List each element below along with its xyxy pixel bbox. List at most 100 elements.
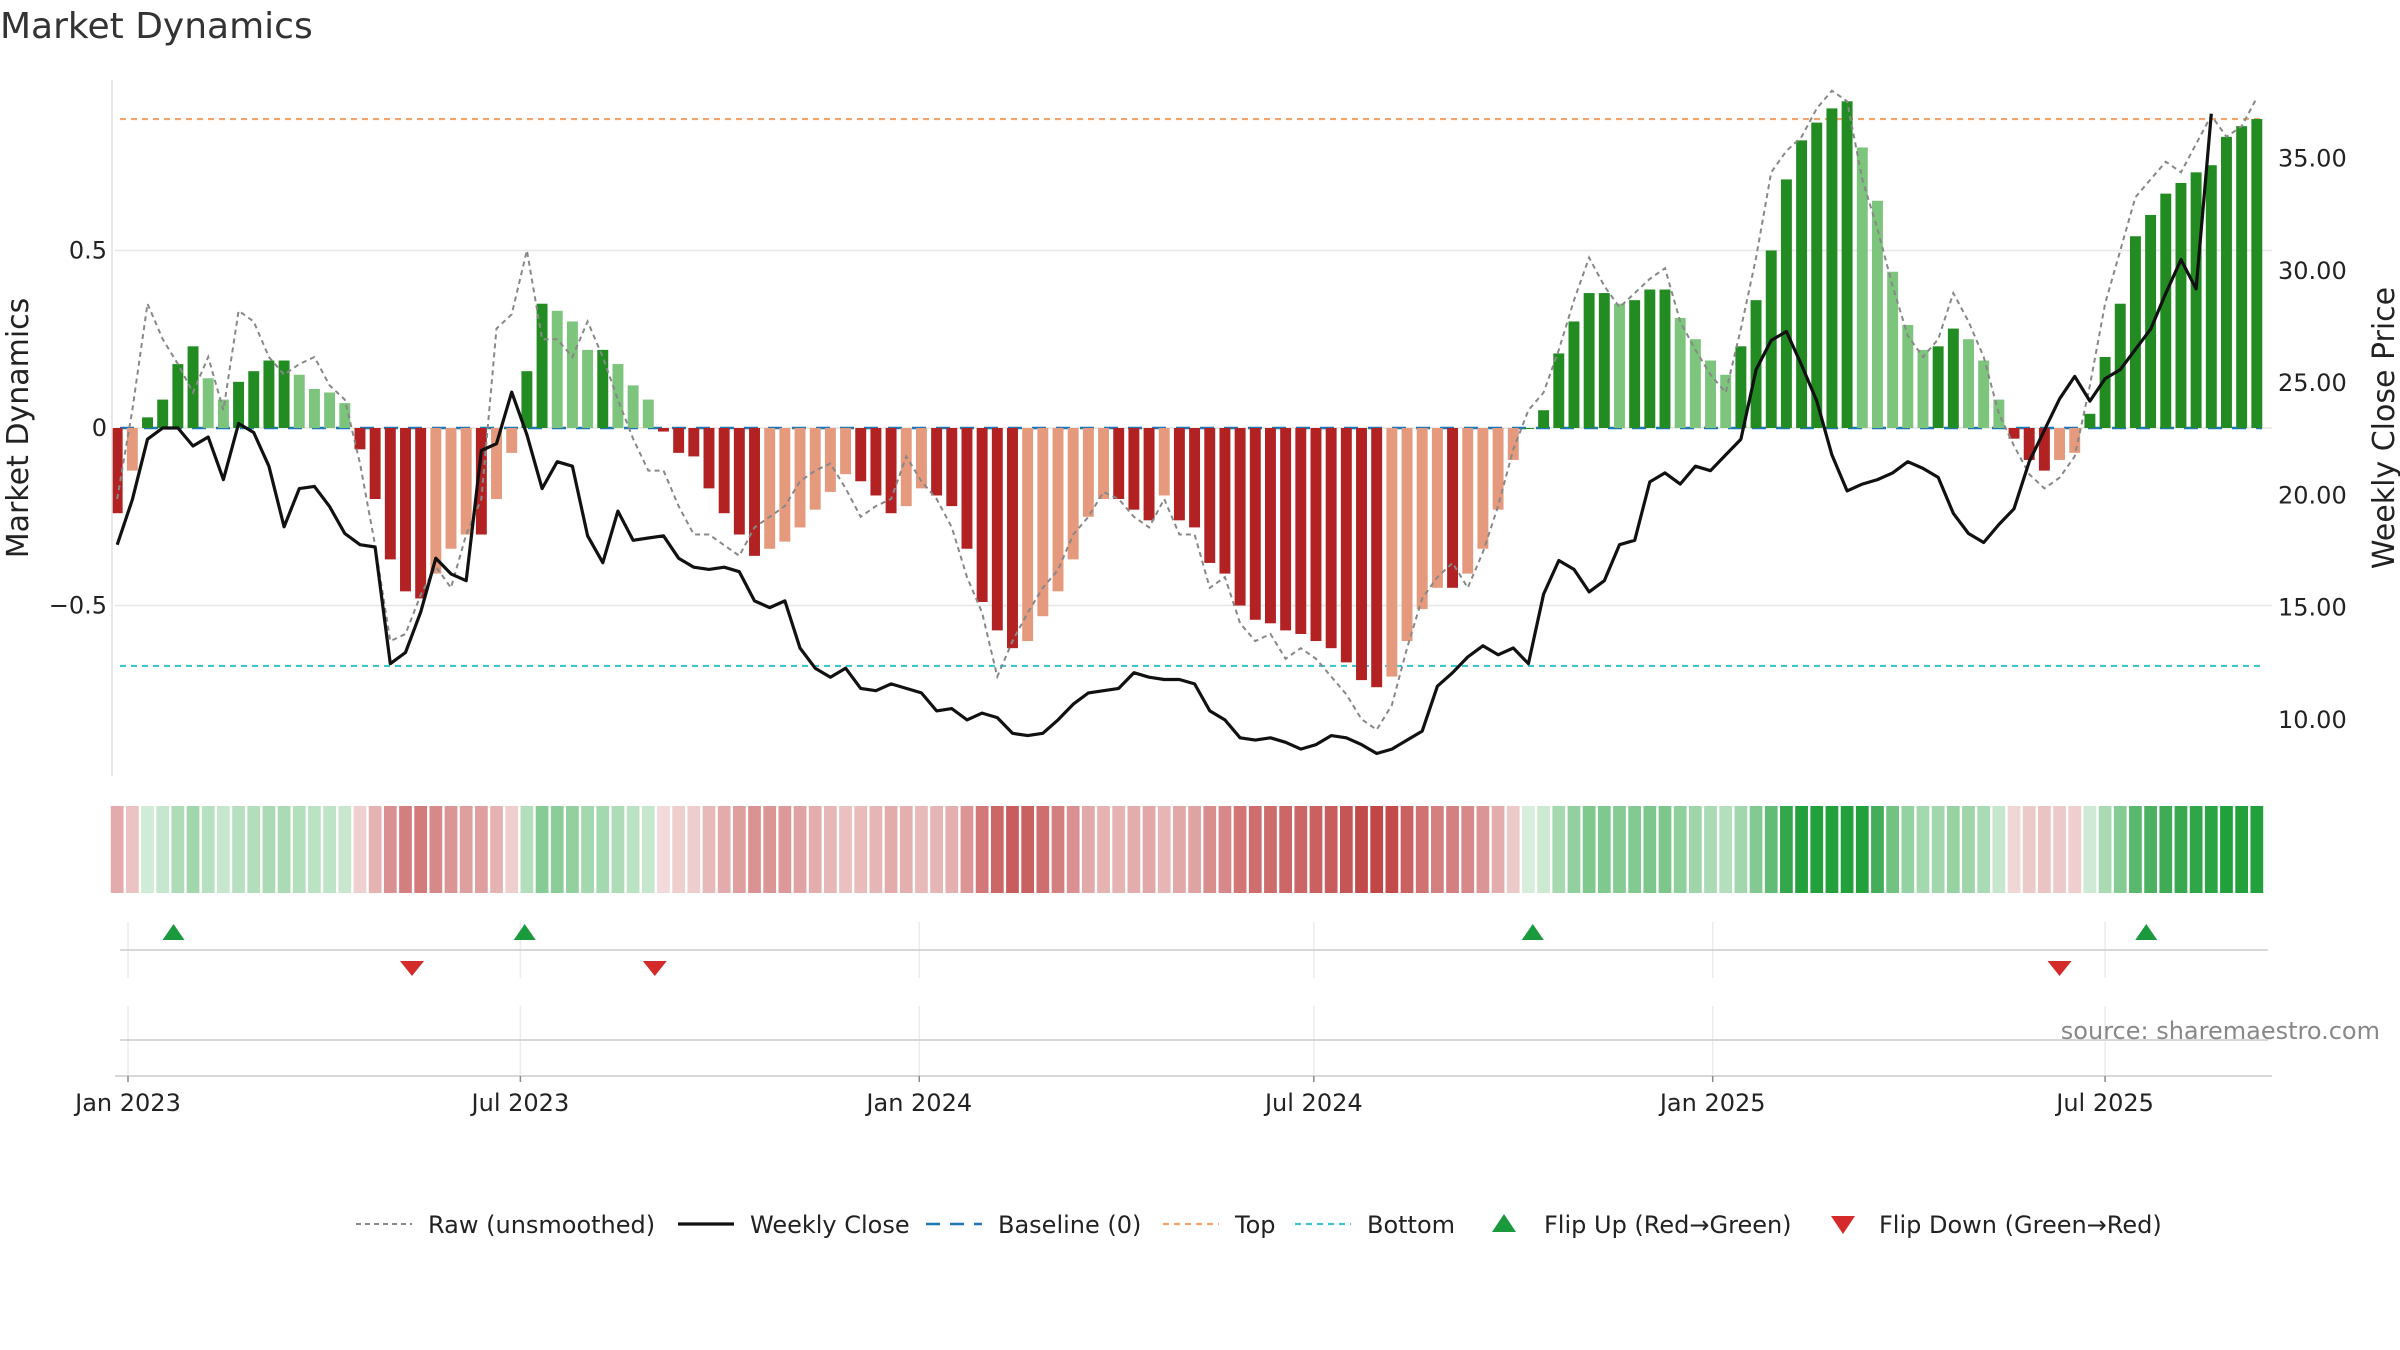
momentum-bar xyxy=(1280,428,1292,631)
momentum-bar xyxy=(885,428,897,514)
momentum-bar xyxy=(1037,428,1049,617)
momentum-bar xyxy=(961,428,973,549)
regime-cell xyxy=(171,806,185,893)
momentum-bar xyxy=(749,428,760,556)
regime-cell xyxy=(1294,806,1308,893)
regime-cell xyxy=(414,806,428,893)
regime-cell xyxy=(1825,806,1839,893)
flip-up-marker xyxy=(513,924,536,940)
regime-cell xyxy=(353,806,367,893)
regime-cell xyxy=(2022,806,2036,893)
regime-cell xyxy=(1112,806,1126,893)
momentum-bar xyxy=(566,321,578,428)
regime-cell xyxy=(1552,806,1566,893)
momentum-bar xyxy=(733,428,745,535)
x-tick-label: Jul 2024 xyxy=(1263,1089,1363,1117)
regime-cell xyxy=(1173,806,1186,893)
regime-cell xyxy=(1810,806,1824,893)
momentum-bar xyxy=(491,428,503,500)
momentum-bar xyxy=(1978,360,1990,428)
regime-cell xyxy=(1051,806,1065,893)
momentum-bar xyxy=(521,371,533,428)
regime-cell xyxy=(915,806,928,893)
momentum-bar xyxy=(840,428,852,475)
momentum-bar xyxy=(1932,346,1944,428)
momentum-bar xyxy=(2114,303,2126,428)
regime-cell xyxy=(975,806,989,893)
momentum-bar xyxy=(536,303,548,428)
momentum-bar xyxy=(1735,346,1747,428)
regime-cell xyxy=(277,806,291,893)
regime-cell xyxy=(1324,806,1338,893)
momentum-bar xyxy=(1371,428,1383,688)
y-right-tick-label: 30.00 xyxy=(2278,257,2347,285)
momentum-bar xyxy=(324,392,336,428)
momentum-bar xyxy=(1234,428,1246,606)
regime-cell xyxy=(2220,806,2233,893)
regime-cell xyxy=(1628,806,1642,893)
regime-cell xyxy=(1992,806,2006,893)
regime-cell xyxy=(141,806,154,893)
regime-cell xyxy=(581,806,594,893)
regime-cell xyxy=(839,806,852,893)
regime-cell xyxy=(1931,806,1945,893)
regime-cell xyxy=(732,806,746,893)
momentum-bar xyxy=(1310,428,1322,642)
momentum-bar xyxy=(1189,428,1201,528)
y-right-tick-label: 15.00 xyxy=(2278,594,2347,622)
regime-cell xyxy=(1977,806,1991,893)
momentum-bar xyxy=(1947,328,1959,428)
axes: 0.5 0 −0.5 35.00 30.00 25.00 20.00 15.00 10.00 Ma… xyxy=(1,80,2400,776)
regime-cell xyxy=(657,806,670,893)
momentum-bar xyxy=(384,428,396,560)
momentum-bar xyxy=(1507,428,1519,460)
regime-cell xyxy=(854,806,868,893)
regime-cell xyxy=(1264,806,1277,893)
regime-cell xyxy=(232,806,245,893)
momentum-bar xyxy=(915,428,927,489)
regime-cell xyxy=(292,806,306,893)
momentum-bar xyxy=(1553,353,1565,428)
grid-lines xyxy=(115,249,2272,1077)
momentum-bar xyxy=(2205,165,2217,428)
regime-cell xyxy=(687,806,701,893)
momentum-bar xyxy=(991,428,1003,631)
y-right-tick-label: 10.00 xyxy=(2278,706,2347,734)
regime-cell xyxy=(2235,806,2249,893)
regime-cell xyxy=(808,806,822,893)
momentum-bar xyxy=(824,428,836,492)
legend-label: Flip Down (Green→Red) xyxy=(1879,1211,2162,1239)
y-right-tick-label: 35.00 xyxy=(2278,145,2347,173)
momentum-bar xyxy=(1007,428,1018,649)
momentum-bar xyxy=(1128,428,1140,510)
momentum-bar xyxy=(460,428,472,535)
momentum-bar xyxy=(1568,321,1580,428)
momentum-bar xyxy=(1826,108,1838,428)
momentum-bar xyxy=(1689,339,1701,428)
momentum-bar xyxy=(2236,126,2248,428)
momentum-bar xyxy=(673,428,685,453)
momentum-bar xyxy=(369,428,381,500)
momentum-bar xyxy=(1067,428,1079,560)
y-right-tick-label: 25.00 xyxy=(2278,369,2347,397)
regime-cell xyxy=(156,806,170,893)
momentum-bar xyxy=(172,364,184,428)
momentum-bar xyxy=(1963,339,1974,428)
regime-cell xyxy=(1871,806,1884,893)
momentum-bar xyxy=(2145,214,2157,428)
y-left-tick-label: −0.5 xyxy=(49,592,107,620)
regime-cell xyxy=(2113,806,2127,893)
flip-up-marker xyxy=(2135,924,2158,940)
y-right-tick-label: 20.00 xyxy=(2278,481,2347,509)
momentum-bar xyxy=(2221,136,2232,428)
regime-cell xyxy=(1248,806,1262,893)
regime-cell xyxy=(444,806,458,893)
momentum-bar xyxy=(1143,428,1155,521)
regime-cell xyxy=(1233,806,1247,893)
regime-cell xyxy=(505,806,519,893)
momentum-bar xyxy=(1386,428,1398,677)
momentum-bar xyxy=(415,428,427,599)
regime-cell xyxy=(1522,806,1535,893)
regime-cell xyxy=(763,806,777,893)
